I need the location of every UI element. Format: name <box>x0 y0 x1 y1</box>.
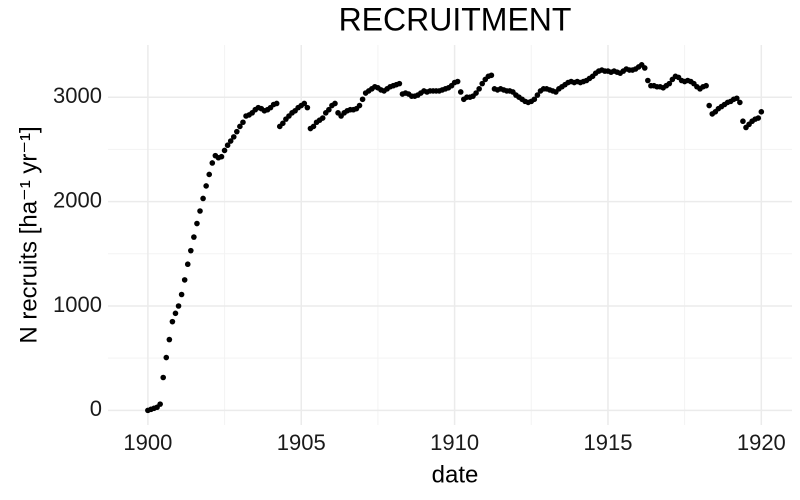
point <box>169 318 176 325</box>
point <box>230 134 237 140</box>
point <box>304 104 311 111</box>
point <box>479 80 486 87</box>
point <box>218 153 225 160</box>
point <box>166 336 173 343</box>
point <box>758 109 765 115</box>
point <box>157 401 163 407</box>
point <box>172 310 179 317</box>
y-tick-label: 2000 <box>53 187 102 212</box>
point <box>178 291 185 298</box>
point <box>359 96 366 103</box>
point <box>206 171 213 178</box>
point <box>191 234 197 240</box>
point <box>163 354 170 361</box>
point <box>310 123 317 130</box>
point <box>703 82 709 89</box>
point <box>209 160 216 166</box>
y-tick-label: 0 <box>90 396 102 421</box>
point <box>396 80 403 87</box>
point <box>641 65 648 71</box>
point <box>200 195 206 202</box>
point <box>356 102 363 109</box>
point <box>666 80 673 87</box>
point <box>737 99 743 106</box>
point <box>457 89 464 95</box>
point <box>280 120 286 127</box>
point <box>227 138 234 144</box>
point <box>534 92 541 98</box>
point <box>740 118 746 125</box>
point <box>733 95 740 102</box>
point <box>332 100 338 107</box>
point <box>319 115 326 121</box>
x-tick-label: 1915 <box>583 430 632 455</box>
point <box>454 78 461 85</box>
point <box>488 72 495 79</box>
point <box>473 90 479 96</box>
point <box>221 147 228 154</box>
point <box>301 100 308 107</box>
point <box>188 247 194 254</box>
x-tick-label: 1905 <box>277 430 326 455</box>
point <box>224 142 231 149</box>
point <box>755 115 762 121</box>
point <box>181 277 188 283</box>
point <box>476 86 482 92</box>
y-tick-label: 1000 <box>53 292 102 317</box>
point <box>240 119 246 126</box>
point <box>273 100 280 107</box>
point <box>706 102 712 109</box>
point <box>175 303 182 309</box>
x-tick-label: 1910 <box>430 430 479 455</box>
x-tick-label: 1920 <box>737 430 786 455</box>
point <box>326 106 332 113</box>
point <box>645 77 651 84</box>
point <box>184 261 191 268</box>
x-axis-label: date <box>432 461 479 488</box>
point <box>203 183 209 189</box>
point <box>160 374 167 381</box>
point <box>531 96 538 103</box>
x-tick-label: 1900 <box>123 430 172 455</box>
point <box>237 123 243 130</box>
y-tick-label: 3000 <box>53 83 102 108</box>
chart-title: RECRUITMENT <box>339 1 572 37</box>
y-axis-label: N recruits [ha⁻¹ yr⁻¹] <box>15 126 42 343</box>
point <box>234 128 240 135</box>
point <box>197 208 203 214</box>
point <box>194 220 200 227</box>
